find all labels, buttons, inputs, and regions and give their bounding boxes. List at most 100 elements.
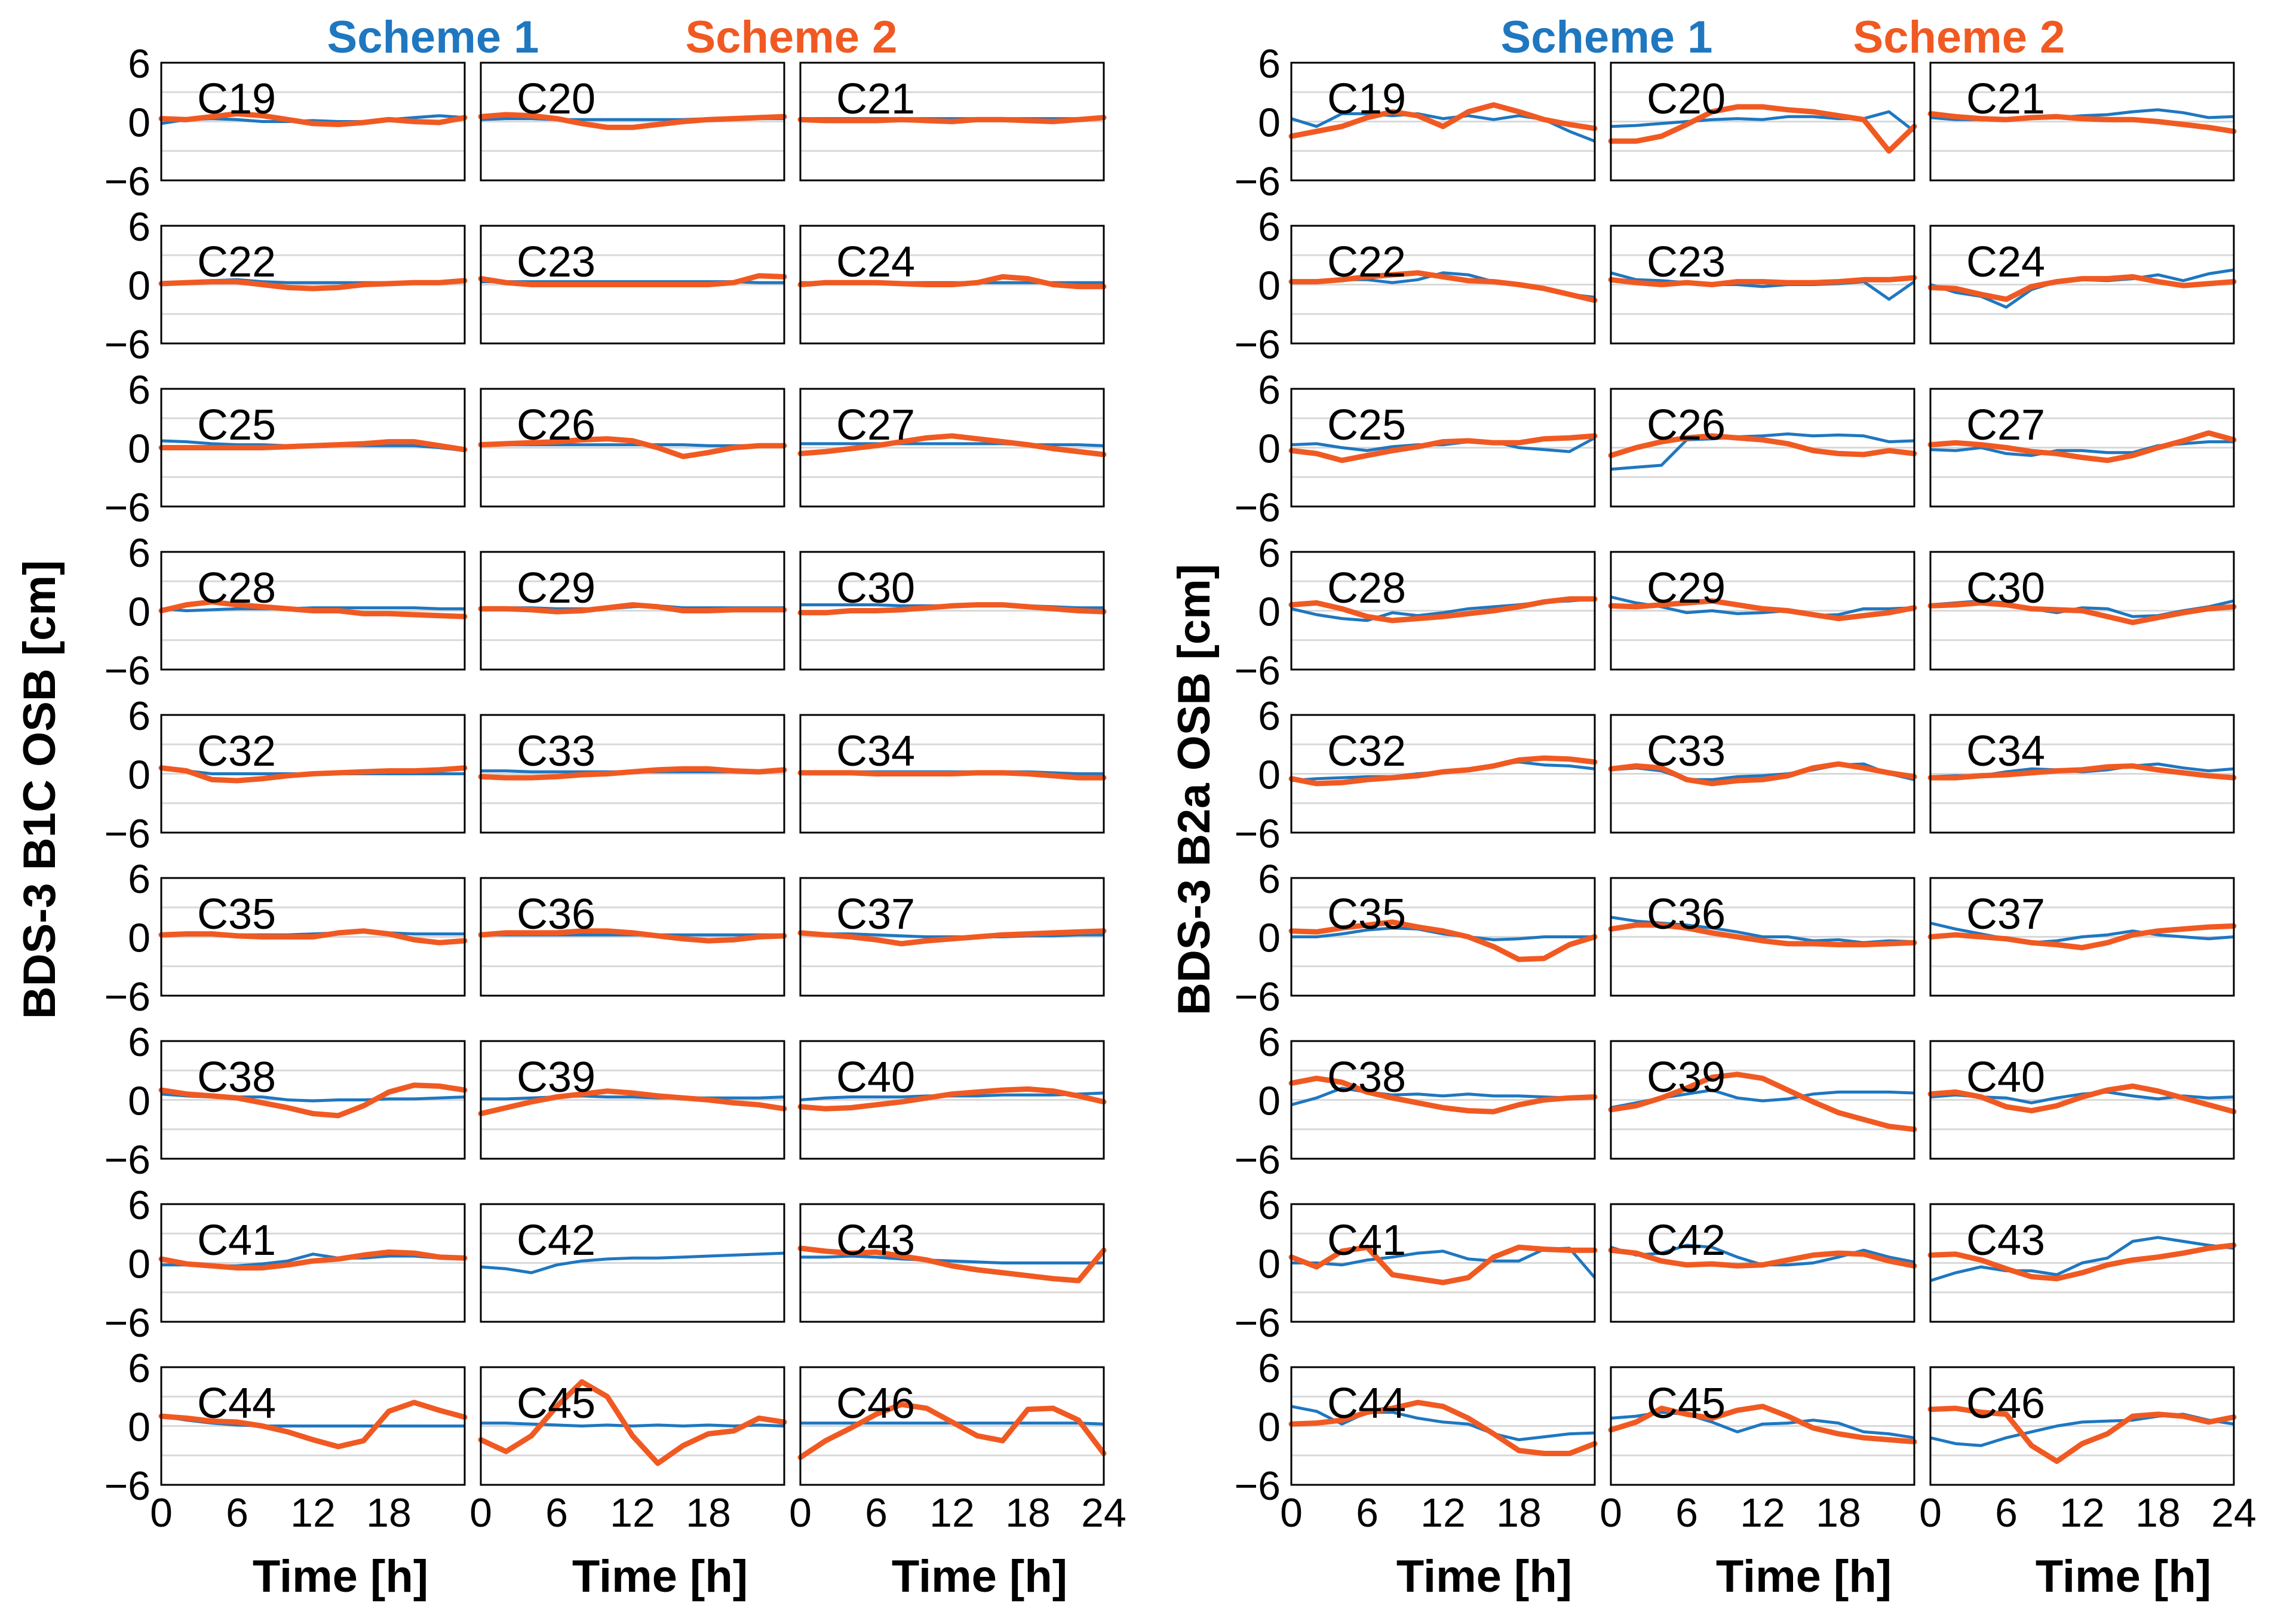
panel-label: C36 [517, 891, 595, 938]
x-axis-title-right-2: Time [h] [1716, 1551, 1892, 1602]
x-tick-label: 18 [366, 1490, 412, 1536]
panel-C23: C23 [1608, 225, 1917, 345]
panel-C45: C45 0 6 12 18 [469, 1366, 787, 1536]
panel-C45: C45 0 6 12 18 [1600, 1366, 1917, 1536]
series-scheme2-line [478, 273, 787, 287]
legend-scheme2-right: Scheme 2 [1853, 12, 2065, 63]
panel-label: C39 [517, 1054, 595, 1101]
y-tick-label: 0 [1258, 263, 1281, 309]
legend-scheme2-left: Scheme 2 [686, 12, 898, 63]
panel-C30: C30 [1927, 551, 2237, 671]
panel-frame [160, 877, 466, 997]
panel-C42: C42 [1608, 1203, 1917, 1323]
x-tick-label: 6 [1356, 1490, 1379, 1536]
panel-frame [480, 225, 785, 345]
series-scheme2-line [478, 1379, 787, 1466]
panel-C26: C26 [478, 388, 787, 508]
x-tick-label: 6 [545, 1490, 568, 1536]
x-tick-label: 24 [1081, 1490, 1126, 1536]
y-tick-label: −6 [1234, 485, 1281, 530]
series-scheme2-line [1608, 275, 1917, 287]
series-scheme1-line [161, 606, 465, 612]
panel-label: C28 [197, 564, 276, 612]
series-scheme2-line [1927, 1083, 2237, 1115]
panel-C35: C35 6 0 −6 [1234, 856, 1598, 1020]
panel-frame [1929, 1203, 2235, 1323]
panel-frame [160, 1203, 466, 1323]
panel-C38: C38 6 0 −6 [1234, 1020, 1598, 1183]
y-tick-label: −6 [1234, 974, 1281, 1020]
panel-frame [1610, 714, 1915, 834]
y-tick-label: 6 [1258, 856, 1281, 902]
x-tick-label: 18 [686, 1490, 731, 1536]
y-tick-label: 0 [128, 753, 151, 798]
x-tick-label: 0 [1280, 1490, 1303, 1536]
panel-frame [480, 62, 785, 182]
panel-label: C25 [197, 401, 276, 449]
y-tick-label: 6 [128, 1020, 151, 1065]
panel-frame [1290, 551, 1596, 671]
y-tick-label: −6 [104, 322, 151, 367]
panel-frame [799, 551, 1105, 671]
panel-label: C38 [1327, 1054, 1406, 1101]
panel-label: C44 [197, 1380, 276, 1427]
series-scheme1-line [1291, 926, 1595, 941]
y-tick-label: 0 [128, 590, 151, 635]
series-scheme2-line [478, 766, 787, 781]
series-scheme2-line [1288, 919, 1598, 962]
y-tick-label: 6 [128, 1346, 151, 1391]
panel-frame [1610, 62, 1915, 182]
y-tick-label: 6 [1258, 1020, 1281, 1065]
panel-label: C22 [1327, 238, 1406, 286]
series-scheme2-line [797, 602, 1107, 616]
panel-frame [1929, 388, 2235, 508]
panel-frame [1929, 714, 2235, 834]
x-tick-label: 6 [865, 1490, 888, 1536]
legend-scheme1-left: Scheme 1 [327, 12, 539, 63]
panel-C29: C29 [1608, 551, 1917, 671]
panel-frame [1290, 225, 1596, 345]
x-axis-title-left-1: Time [h] [253, 1551, 428, 1602]
series-scheme1-line [1930, 922, 2234, 944]
panel-frame [1610, 1040, 1915, 1160]
series-scheme2-line [1927, 1405, 2237, 1465]
series-scheme1-line [1610, 1411, 1915, 1439]
panel-label: C20 [1647, 75, 1726, 123]
panel-frame [1290, 1040, 1596, 1160]
series-scheme2-line [1608, 1072, 1917, 1132]
y-tick-label: 0 [1258, 590, 1281, 635]
series-scheme2-line [797, 928, 1107, 947]
series-scheme2-line [158, 599, 468, 619]
series-scheme2-line [478, 1088, 787, 1116]
x-tick-label: 0 [150, 1490, 173, 1536]
series-scheme2-line [797, 1086, 1107, 1112]
series-scheme2-line [797, 1401, 1107, 1460]
panel-label: C28 [1327, 564, 1406, 612]
panel-C25: C25 6 0 −6 [104, 367, 468, 530]
y-tick-label: −6 [104, 159, 151, 204]
x-tick-label: 24 [2211, 1490, 2257, 1536]
panel-C20: C20 [1608, 62, 1917, 182]
panel-C27: C27 [797, 388, 1107, 508]
panel-label: C42 [517, 1217, 595, 1264]
series-scheme2-line [1927, 600, 2237, 625]
panel-C33: C33 [478, 714, 787, 834]
y-tick-label: 6 [128, 856, 151, 902]
y-tick-label: −6 [104, 485, 151, 530]
panel-frame [480, 877, 785, 997]
y-tick-label: −6 [1234, 648, 1281, 693]
x-tick-label: 18 [1496, 1490, 1542, 1536]
panel-label: C23 [517, 238, 595, 286]
y-tick-label: 0 [128, 1079, 151, 1124]
legend: Scheme 1 Scheme 2 Scheme 1 Scheme 2 [327, 12, 2065, 63]
panel-C29: C29 [478, 551, 787, 671]
panel-frame [799, 62, 1105, 182]
panel-frame [799, 877, 1105, 997]
panel-label: C45 [1647, 1380, 1726, 1427]
panel-C25: C25 6 0 −6 [1234, 367, 1598, 530]
x-axis-title-right-3: Time [h] [2036, 1551, 2211, 1602]
y-tick-label: −6 [104, 974, 151, 1020]
y-tick-label: 0 [1258, 1405, 1281, 1450]
panel-C32: C32 6 0 −6 [104, 693, 468, 856]
